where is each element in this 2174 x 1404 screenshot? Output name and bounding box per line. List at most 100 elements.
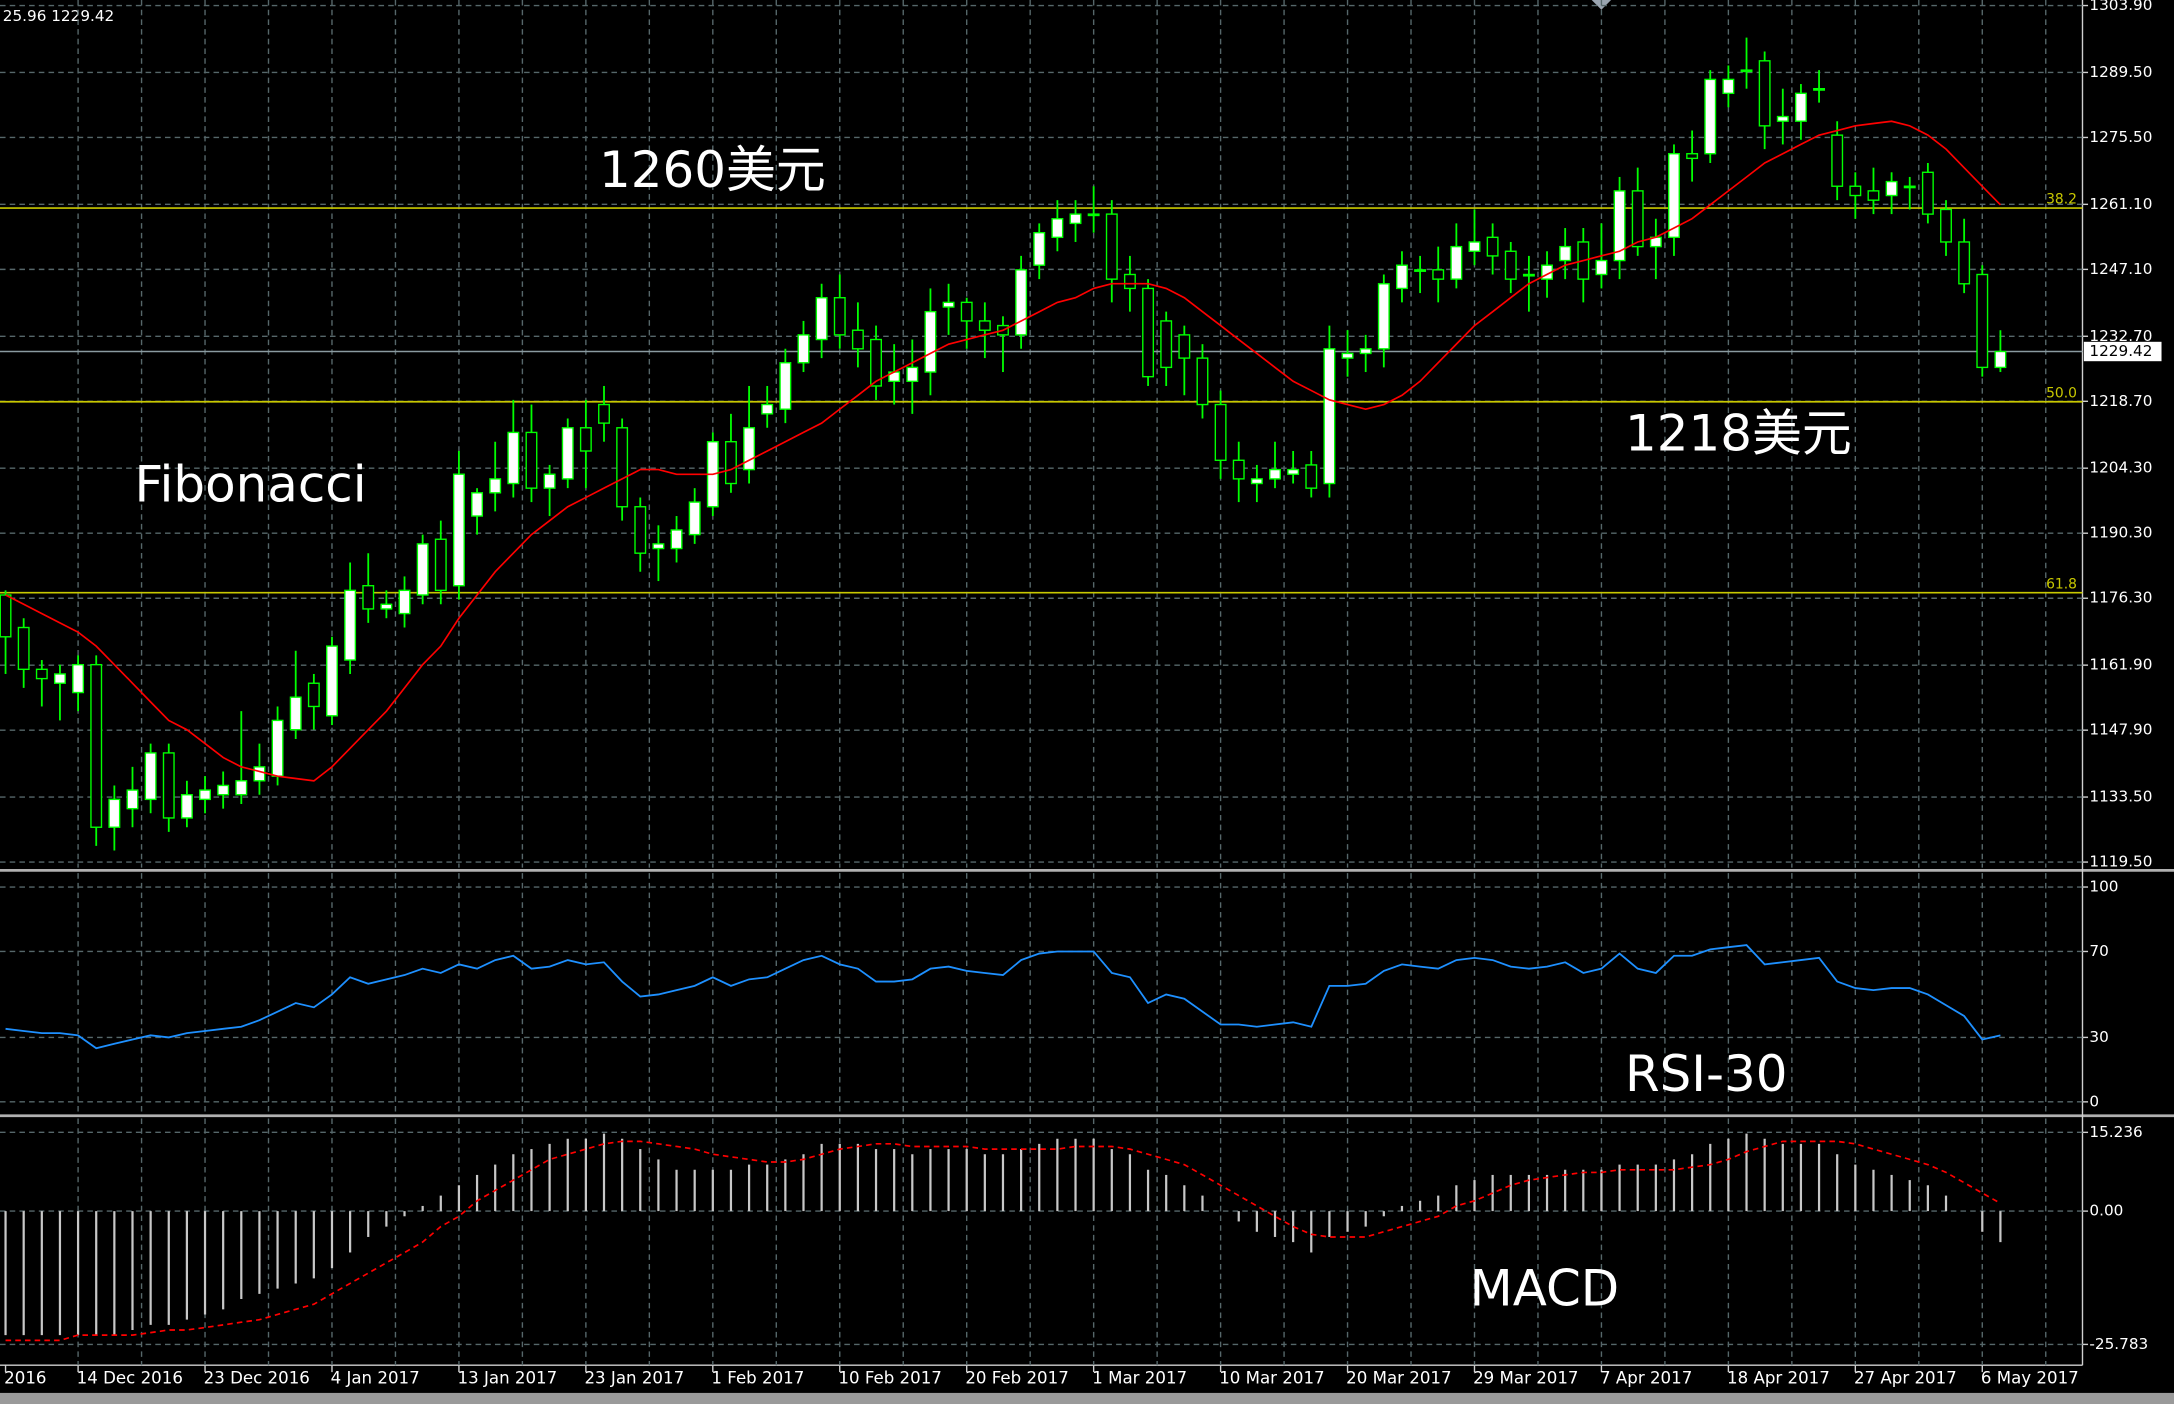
y-tick-label: 70 bbox=[2089, 942, 2108, 960]
candle-body bbox=[1504, 250, 1517, 280]
x-tick-label: 7 Apr 2017 bbox=[1600, 1369, 1692, 1388]
y-tick-label: 1289.50 bbox=[2089, 63, 2152, 81]
candle-body bbox=[960, 301, 973, 322]
candle-body bbox=[1105, 213, 1118, 280]
candle-body bbox=[1921, 171, 1934, 215]
y-tick-label: 1218.70 bbox=[2089, 392, 2152, 410]
candle-body bbox=[634, 506, 647, 554]
candle-body bbox=[1287, 468, 1300, 475]
candle-body bbox=[289, 696, 302, 731]
candle-body bbox=[1377, 283, 1390, 350]
candle-body bbox=[543, 473, 556, 489]
candle-body bbox=[1015, 269, 1028, 336]
candle-body bbox=[162, 752, 175, 819]
fib-label: 61.8 bbox=[2046, 576, 2077, 592]
candle-body bbox=[870, 338, 882, 387]
x-tick-label: 29 Mar 2017 bbox=[1473, 1369, 1578, 1388]
x-tick-label: 23 Dec 2016 bbox=[204, 1369, 310, 1388]
candle-body bbox=[724, 441, 737, 485]
candle-body bbox=[1087, 213, 1100, 217]
y-tick-label: 1119.50 bbox=[2089, 853, 2152, 871]
x-tick-label: 1 Feb 2017 bbox=[711, 1369, 804, 1388]
candle-body bbox=[1250, 478, 1263, 485]
annotation: MACD bbox=[1470, 1260, 1620, 1318]
candle-body bbox=[1940, 208, 1952, 243]
candle-body bbox=[398, 589, 411, 615]
y-tick-label: 1133.50 bbox=[2089, 788, 2152, 806]
y-tick-label: 1176.30 bbox=[2089, 589, 2152, 607]
candle-body bbox=[1486, 236, 1499, 257]
x-tick-label: 4 Jan 2017 bbox=[331, 1369, 420, 1388]
candle-body bbox=[1359, 348, 1372, 355]
y-tick-label: 30 bbox=[2089, 1028, 2108, 1046]
x-tick-label: 2016 bbox=[4, 1369, 46, 1388]
window-border bbox=[0, 1392, 2174, 1404]
last-price-box bbox=[2083, 341, 2162, 362]
candle-body bbox=[199, 789, 211, 801]
candle-body bbox=[1232, 459, 1245, 480]
candle-body bbox=[797, 334, 810, 364]
candle-body bbox=[1305, 464, 1318, 489]
y-tick-label: 1275.50 bbox=[2089, 128, 2152, 146]
candle-body bbox=[815, 297, 828, 341]
candle-body bbox=[652, 543, 665, 550]
x-tick-label: 18 Apr 2017 bbox=[1727, 1369, 1830, 1388]
candle-body bbox=[126, 789, 139, 810]
y-tick-label: 15.236 bbox=[2089, 1123, 2142, 1141]
macd bbox=[4, 1133, 2002, 1342]
candle-body bbox=[35, 668, 48, 680]
candle-body bbox=[326, 645, 338, 717]
x-tick-label: 20 Feb 2017 bbox=[965, 1369, 1068, 1388]
candle-body bbox=[942, 301, 955, 308]
candle-body bbox=[1432, 269, 1445, 280]
candle-body bbox=[416, 543, 429, 596]
candle-body bbox=[144, 752, 157, 801]
x-tick-label: 13 Jan 2017 bbox=[458, 1369, 558, 1388]
candle-body bbox=[307, 682, 320, 708]
candle-body bbox=[1341, 352, 1354, 359]
x-tick-label: 10 Mar 2017 bbox=[1219, 1369, 1324, 1388]
candle-body bbox=[72, 663, 85, 694]
x-tick-label: 20 Mar 2017 bbox=[1346, 1369, 1451, 1388]
fib-label: 50.0 bbox=[2046, 385, 2077, 401]
candle-body bbox=[1958, 241, 1971, 285]
candle-body bbox=[1776, 115, 1789, 122]
candle-body bbox=[1559, 245, 1572, 262]
candle-body bbox=[17, 626, 30, 671]
candle-body bbox=[1994, 350, 2007, 369]
candle-body bbox=[1395, 264, 1408, 290]
candle-body bbox=[833, 297, 846, 336]
y-tick-label: 1161.90 bbox=[2089, 656, 2152, 674]
candle-body bbox=[1196, 357, 1209, 406]
candle-body bbox=[851, 329, 864, 350]
candle-body bbox=[598, 403, 610, 424]
candles: 38.2 50.0 61.8 bbox=[0, 37, 2083, 851]
candle-body bbox=[235, 780, 248, 796]
candle-body bbox=[561, 427, 574, 480]
candle-body bbox=[1051, 218, 1064, 239]
candle-body bbox=[1450, 245, 1463, 280]
x-tick-label: 1 Mar 2017 bbox=[1092, 1369, 1187, 1388]
candle-body bbox=[452, 473, 465, 587]
candle-body bbox=[0, 594, 12, 638]
candle-body bbox=[507, 431, 520, 485]
candle-body bbox=[1214, 403, 1227, 461]
x-tick-label: 6 May 2017 bbox=[1981, 1369, 2079, 1388]
candle-body bbox=[253, 766, 266, 782]
y-tick-label: 100 bbox=[2089, 878, 2118, 896]
candle-body bbox=[1758, 60, 1771, 127]
y-tick-label: 0.00 bbox=[2089, 1202, 2123, 1220]
candle-body bbox=[1069, 213, 1082, 225]
candle-body bbox=[579, 427, 592, 452]
y-tick-label: 1190.30 bbox=[2089, 524, 2152, 542]
candle-body bbox=[1794, 92, 1807, 122]
y-tick-label: 1261.10 bbox=[2089, 195, 2152, 213]
x-tick-label: 10 Feb 2017 bbox=[838, 1369, 941, 1388]
x-tick-label: 14 Dec 2016 bbox=[77, 1369, 183, 1388]
y-tick-label: 1204.30 bbox=[2089, 459, 2152, 477]
candle-body bbox=[53, 673, 66, 684]
moving-average bbox=[5, 120, 2002, 782]
candle-body bbox=[906, 366, 919, 383]
candle-body bbox=[434, 538, 447, 592]
